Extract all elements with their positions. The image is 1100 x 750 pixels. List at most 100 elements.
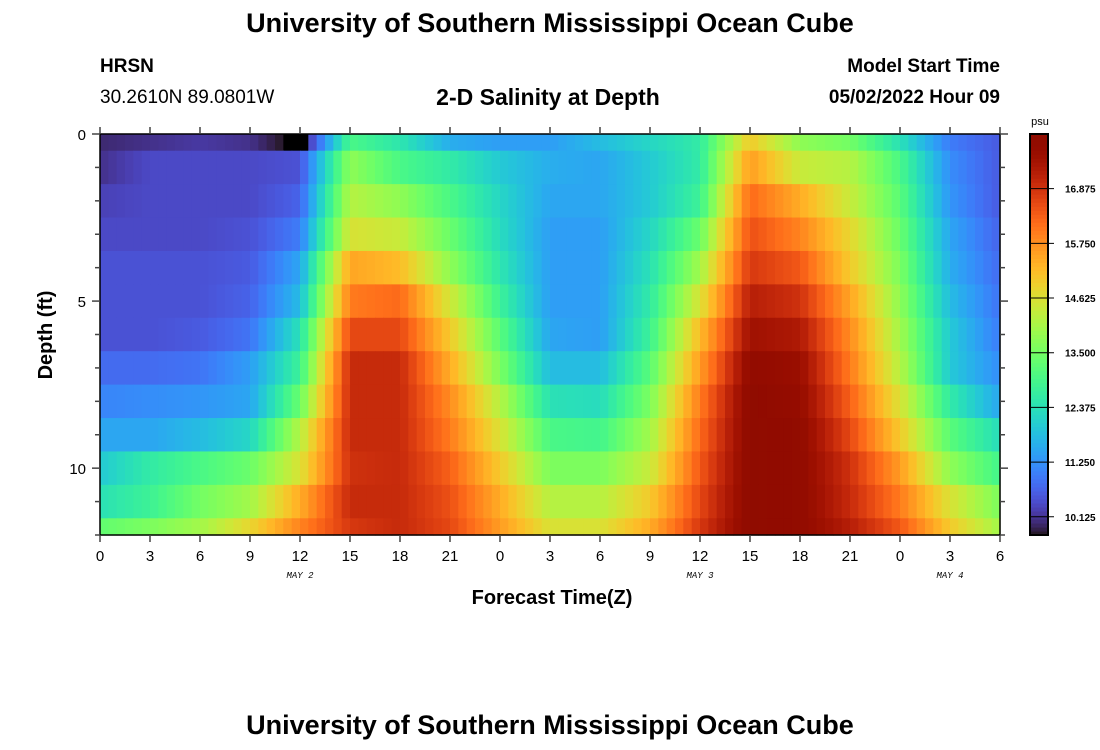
heatmap-cell	[741, 250, 751, 285]
heatmap-cell	[250, 451, 259, 486]
heatmap-cell	[141, 484, 151, 519]
heatmap-cell	[283, 418, 293, 453]
heatmap-cell	[850, 451, 859, 486]
heatmap-cell	[233, 284, 243, 319]
heatmap-cell	[808, 284, 818, 319]
heatmap-cell	[525, 134, 534, 152]
heatmap-cell	[325, 484, 334, 519]
heatmap-cell	[533, 518, 543, 536]
heatmap-cell	[308, 150, 318, 185]
heatmap-cell	[725, 184, 734, 219]
heatmap-cell	[558, 184, 568, 219]
heatmap-cell	[725, 351, 734, 386]
heatmap-cell	[725, 150, 734, 185]
heatmap-cell	[750, 484, 759, 519]
heatmap-cell	[533, 284, 543, 319]
heatmap-cell	[358, 418, 368, 453]
heatmap-cell	[616, 184, 626, 219]
heatmap-cell	[625, 284, 634, 319]
heatmap-cell	[575, 418, 584, 453]
heatmap-cell	[266, 451, 276, 486]
heatmap-cell	[325, 250, 334, 285]
heatmap-cell	[775, 484, 784, 519]
heatmap-cell	[208, 217, 218, 252]
heatmap-cell	[266, 250, 276, 285]
heatmap-cell	[825, 484, 834, 519]
heatmap-cell	[983, 184, 993, 219]
heatmap-cell	[983, 418, 993, 453]
heatmap-cell	[491, 284, 501, 319]
heatmap-cell	[708, 518, 718, 536]
heatmap-cell	[366, 134, 376, 152]
heatmap-cell	[908, 351, 918, 386]
heatmap-cell	[566, 134, 576, 152]
heatmap-cell	[508, 484, 518, 519]
heatmap-cell	[291, 134, 301, 152]
heatmap-cell	[258, 184, 268, 219]
heatmap-cell	[250, 150, 259, 185]
heatmap-cell	[900, 250, 909, 285]
heatmap-cell	[566, 250, 576, 285]
heatmap-cell	[650, 418, 659, 453]
x-tick-label: 3	[546, 548, 554, 565]
heatmap-cell	[925, 484, 934, 519]
heatmap-cell	[158, 217, 168, 252]
heatmap-cell	[391, 418, 401, 453]
x-tick-label: 3	[146, 548, 154, 565]
heatmap-cell	[841, 418, 851, 453]
heatmap-cell	[600, 418, 609, 453]
heatmap-cell	[741, 134, 751, 152]
heatmap-cell	[325, 451, 334, 486]
heatmap-cell	[366, 351, 376, 386]
heatmap-cell	[525, 184, 534, 219]
heatmap-cell	[233, 217, 243, 252]
heatmap-cell	[716, 317, 726, 352]
heatmap-cell	[458, 317, 468, 352]
colorbar-swatch	[1030, 454, 1048, 460]
heatmap-cell	[658, 250, 668, 285]
heatmap-cell	[541, 451, 551, 486]
heatmap-cell	[750, 351, 759, 386]
heatmap-cell	[191, 250, 201, 285]
heatmap-cell	[750, 184, 759, 219]
heatmap-cell	[166, 351, 176, 386]
heatmap-cell	[916, 284, 926, 319]
heatmap-cell	[866, 317, 876, 352]
heatmap-cell	[500, 351, 509, 386]
heatmap-cell	[183, 317, 193, 352]
heatmap-cell	[925, 284, 934, 319]
heatmap-cell	[575, 284, 584, 319]
heatmap-cell	[991, 217, 1001, 252]
heatmap-cell	[341, 518, 351, 536]
heatmap-cell	[958, 351, 968, 386]
heatmap-cell	[908, 451, 918, 486]
heatmap-cell	[400, 250, 409, 285]
heatmap-cell	[758, 351, 768, 386]
colorbar-swatch	[1030, 490, 1048, 496]
heatmap-cell	[458, 384, 468, 419]
heatmap-cell	[866, 451, 876, 486]
heatmap-cell	[866, 250, 876, 285]
heatmap-cell	[950, 418, 959, 453]
heatmap-cell	[183, 418, 193, 453]
heatmap-cell	[741, 384, 751, 419]
heatmap-cell	[583, 518, 593, 536]
heatmap-cell	[233, 418, 243, 453]
heatmap-cell	[483, 418, 493, 453]
colorbar-tick-label: 12.375	[1065, 403, 1096, 414]
heatmap-cell	[133, 384, 143, 419]
heatmap-cell	[566, 284, 576, 319]
heatmap-cell	[275, 484, 284, 519]
heatmap-cell	[908, 217, 918, 252]
heatmap-cell	[275, 217, 284, 252]
heatmap-cell	[400, 284, 409, 319]
heatmap-cell	[975, 484, 984, 519]
heatmap-cell	[683, 250, 693, 285]
heatmap-cell	[466, 134, 476, 152]
heatmap-cell	[633, 150, 643, 185]
heatmap-cell	[575, 384, 584, 419]
heatmap-cell	[458, 518, 468, 536]
heatmap-cell	[333, 317, 343, 352]
heatmap-cell	[266, 284, 276, 319]
heatmap-cell	[241, 351, 251, 386]
